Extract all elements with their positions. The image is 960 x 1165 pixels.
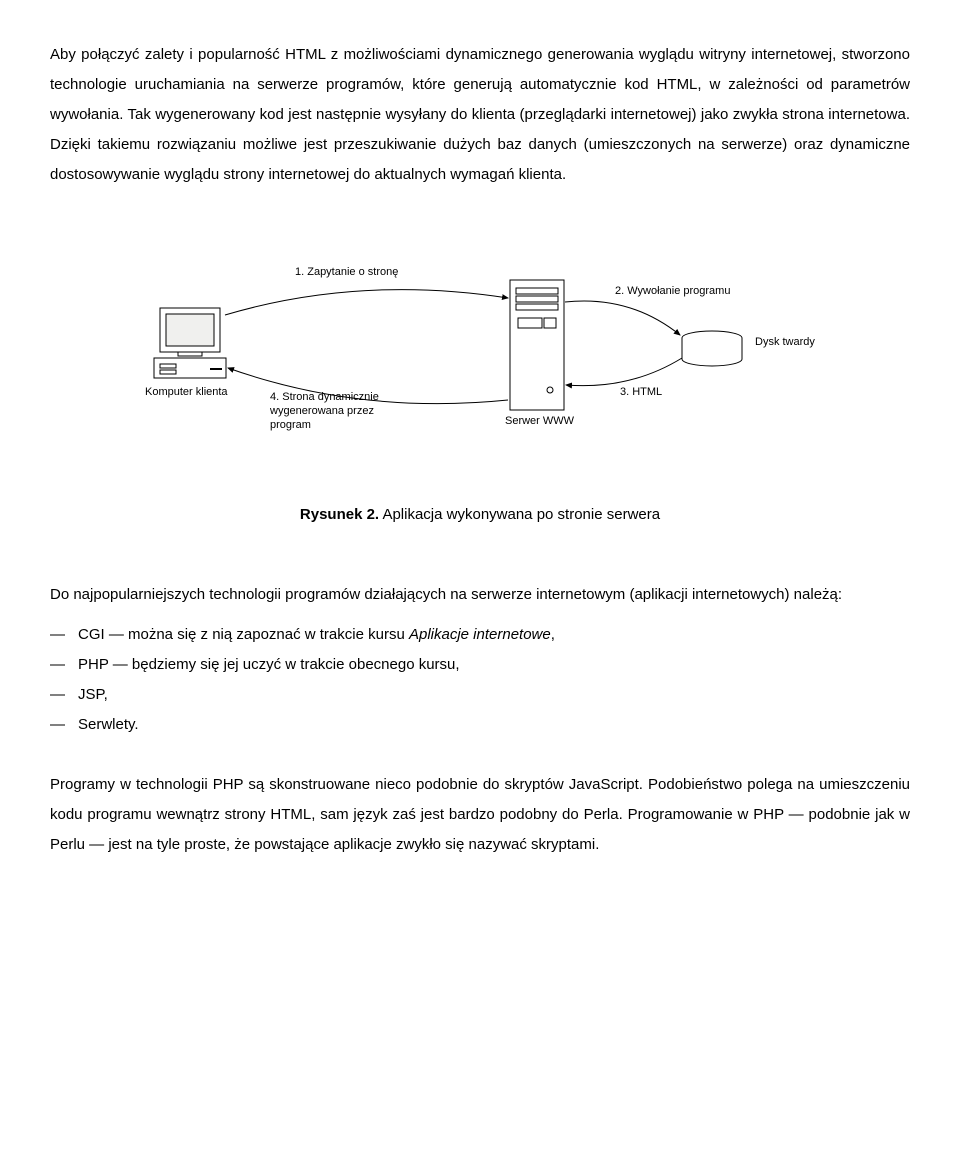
server-icon [510, 280, 564, 410]
diagram-figure-2: Komputer klienta Serwer WWW Dysk twardy … [130, 240, 830, 470]
paragraph-2: Do najpopularniejszych technologii progr… [50, 580, 910, 610]
server-label: Serwer WWW [505, 415, 575, 427]
list-item-cgi: —CGI — można się z nią zapoznać w trakci… [50, 620, 910, 650]
list-item-jsp: —JSP, [50, 680, 910, 710]
list-item-php-text: PHP — będziemy się jej uczyć w trakcie o… [78, 656, 460, 673]
list-item-serwlety-text: Serwlety. [78, 716, 139, 733]
list-item-cgi-tail: , [551, 626, 555, 643]
figure-caption: Rysunek 2. Aplikacja wykonywana po stron… [50, 500, 910, 530]
list-item-serwlety: —Serwlety. [50, 710, 910, 740]
arrow-call [565, 301, 680, 335]
disk-icon [682, 331, 742, 366]
technology-list: —CGI — można się z nią zapoznać w trakci… [50, 620, 910, 740]
label-call: 2. Wywołanie programu [615, 285, 730, 297]
list-item-cgi-text: CGI — można się z nią zapoznać w trakcie… [78, 626, 409, 643]
disk-label: Dysk twardy [755, 336, 815, 348]
client-computer-icon [154, 308, 226, 378]
arrow-query [225, 290, 508, 315]
label-query: 1. Zapytanie o stronę [295, 266, 398, 278]
label-html: 3. HTML [620, 386, 662, 398]
paragraph-1: Aby połączyć zalety i popularność HTML z… [50, 40, 910, 190]
caption-bold: Rysunek 2. [300, 506, 379, 523]
arrow-html [566, 358, 682, 386]
list-item-cgi-italic: Aplikacje internetowe [409, 626, 551, 643]
caption-rest: Aplikacja wykonywana po stronie serwera [379, 506, 660, 523]
list-item-jsp-text: JSP, [78, 686, 108, 703]
paragraph-3: Programy w technologii PHP są skonstruow… [50, 770, 910, 860]
list-item-php: —PHP — będziemy się jej uczyć w trakcie … [50, 650, 910, 680]
label-page-line1: 4. Strona dynamicznie wygenerowana przez… [269, 391, 382, 431]
client-label: Komputer klienta [145, 386, 228, 398]
